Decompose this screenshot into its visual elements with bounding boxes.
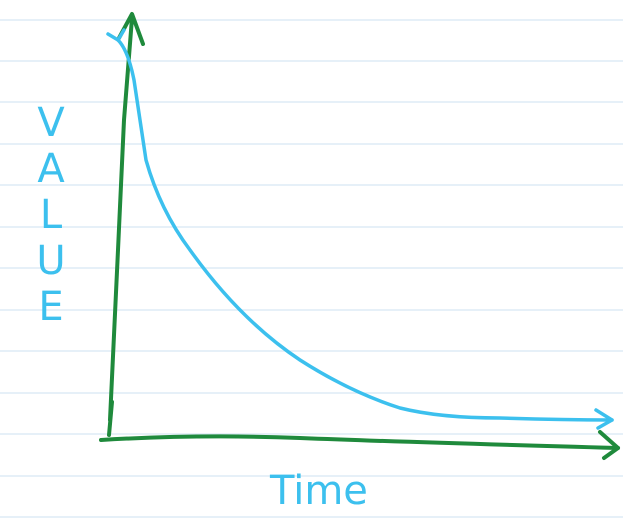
y-axis <box>107 16 134 437</box>
curve-arrow <box>594 408 614 430</box>
x-axis-label: Time <box>270 468 368 514</box>
x-arrow <box>598 430 620 460</box>
curve <box>116 38 614 422</box>
y-axis-label: VALUE <box>28 100 74 330</box>
curve-tick <box>106 28 126 42</box>
axes <box>99 12 620 460</box>
ruled-lines <box>0 19 623 518</box>
x-axis <box>99 434 620 450</box>
decay-curve <box>106 28 614 430</box>
